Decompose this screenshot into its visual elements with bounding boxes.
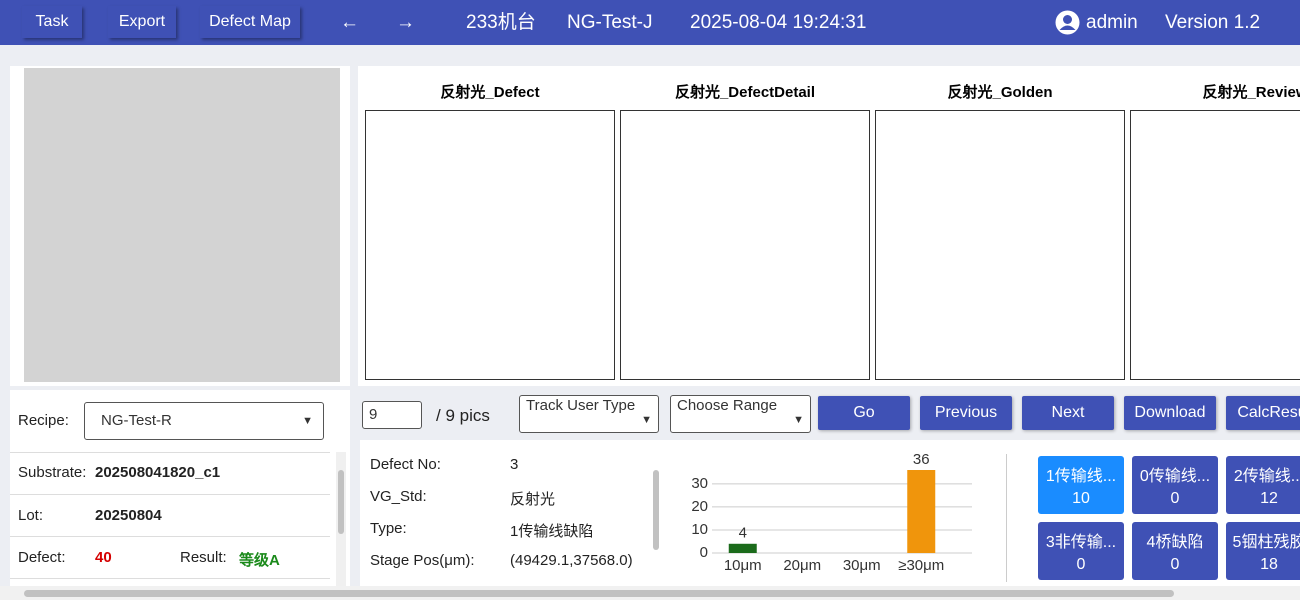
result-label: Result: — [180, 549, 227, 566]
defect-map-button[interactable]: Defect Map — [200, 6, 300, 38]
defect-image — [1130, 110, 1300, 380]
divider — [10, 578, 330, 579]
field-value: 20250804 — [95, 507, 162, 524]
toolbar: Task Export Defect Map ← → 233机台 NG-Test… — [0, 0, 1300, 45]
tile-count: 18 — [1260, 556, 1278, 573]
track-select[interactable]: Track User Type ▼ — [519, 395, 659, 433]
category-tile[interactable]: 1传输线... 10 — [1038, 456, 1124, 514]
info-label: VG_Std: — [370, 488, 427, 505]
page-input[interactable]: 9 — [362, 401, 422, 429]
divider — [10, 536, 330, 537]
panel-title: 反射光_Defect — [440, 84, 540, 101]
version: Version 1.2 — [1165, 12, 1261, 33]
recipe-value: NG-Test-R — [101, 412, 172, 429]
panel-title: 反射光_Golden — [947, 84, 1053, 101]
x-tick-label: 20μm — [783, 557, 821, 574]
scrollbar[interactable] — [336, 452, 346, 586]
category-tile[interactable]: 3非传输... 0 — [1038, 522, 1124, 580]
panel-title: 反射光_DefectDetail — [674, 84, 816, 101]
divider — [10, 494, 330, 495]
range-select[interactable]: Choose Range ▼ — [670, 395, 811, 433]
bar — [728, 543, 757, 553]
tile-name: 4桥缺陷 — [1146, 534, 1204, 551]
control-button[interactable]: Next — [1022, 396, 1114, 430]
range-select-label: Choose Range — [677, 397, 778, 414]
tile-count: 10 — [1072, 490, 1090, 507]
image-panels: 反射光_Defect 反射光_DefectDetail 反射光_Golden 反射光_… — [358, 66, 1300, 386]
defect-image — [620, 110, 870, 380]
tile-name: 5铟柱残胶 — [1232, 534, 1300, 551]
preview-image — [24, 68, 340, 382]
info-value: 反射光 — [510, 491, 556, 508]
tile-name: 1传输线... — [1045, 468, 1117, 485]
control-button[interactable]: CalcResult — [1226, 396, 1300, 430]
tile-count: 0 — [1170, 490, 1180, 507]
tile-count: 0 — [1076, 556, 1086, 573]
control-button[interactable]: Download — [1124, 396, 1216, 430]
x-tick-label: 10μm — [724, 557, 762, 574]
category-tiles: 1传输线... 10 0传输线... 0 2传输线... 12 3非传输... 0 4桥缺陷 0 5… — [1038, 456, 1300, 586]
result-value: 等级A — [239, 552, 280, 569]
field-label: Substrate: — [18, 464, 87, 481]
recipe-select[interactable]: NG-Test-R ▼ — [84, 402, 324, 440]
machine: 233机台 — [466, 12, 536, 33]
size-chart: 0 10 20 30 10μm 4 20μm 30μm ≥30μm 36 — [691, 451, 972, 574]
info-value: 1传输线缺陷 — [510, 523, 594, 540]
tile-count: 0 — [1170, 556, 1180, 573]
info-label: Stage Pos(μm): — [370, 552, 475, 569]
y-tick-label: 20 — [691, 498, 708, 515]
bar — [907, 470, 936, 553]
page-total: / 9 pics — [436, 406, 490, 425]
category-tile[interactable]: 0传输线... 0 — [1132, 456, 1218, 514]
control-button[interactable]: Go — [818, 396, 910, 430]
recipe-label: Recipe: — [18, 412, 69, 429]
panel-title: 反射光_Review — [1202, 84, 1300, 101]
horizontal-scrollbar[interactable] — [0, 586, 1300, 600]
export-button[interactable]: Export — [108, 6, 176, 38]
info-label: Type: — [370, 520, 407, 537]
controls: 9 / 9 pics Track User Type ▼ Choose Range… — [358, 390, 1300, 436]
control-button[interactable]: Previous — [920, 396, 1012, 430]
user-icon — [1055, 10, 1080, 35]
info-value: (49429.1,37568.0) — [510, 552, 633, 569]
divider — [1006, 454, 1007, 582]
recipe-name: NG-Test-J — [567, 12, 653, 33]
defect-image — [875, 110, 1125, 380]
tile-name: 2传输线... — [1233, 468, 1300, 485]
defect-value: 40 — [95, 549, 112, 566]
info-label: Defect No: — [370, 456, 441, 473]
task-button[interactable]: Task — [22, 6, 82, 38]
field-label: Lot: — [18, 507, 44, 524]
value-label: 36 — [913, 451, 930, 468]
preview-panel — [10, 66, 350, 386]
y-tick-label: 10 — [691, 521, 708, 538]
back-arrow[interactable]: ← — [340, 12, 359, 33]
tile-count: 12 — [1260, 490, 1278, 507]
field-value: 202508041820_c1 — [95, 464, 221, 481]
category-tile[interactable]: 4桥缺陷 0 — [1132, 522, 1218, 580]
tile-name: 0传输线... — [1139, 468, 1211, 485]
x-tick-label: 30μm — [843, 557, 881, 574]
y-tick-label: 30 — [691, 475, 708, 492]
datetime: 2025-08-04 19:24:31 — [690, 12, 867, 33]
category-tile[interactable]: 5铟柱残胶 18 — [1226, 522, 1300, 580]
y-tick-label: 0 — [700, 544, 708, 561]
forward-arrow[interactable]: → — [396, 12, 415, 33]
track-select-label: Track User Type — [526, 397, 636, 414]
value-label: 4 — [739, 525, 747, 542]
divider — [10, 452, 330, 453]
tile-name: 3非传输... — [1045, 534, 1117, 551]
info-panel: Recipe: NG-Test-R ▼ Substrate: 2025080418… — [10, 390, 350, 586]
user[interactable]: admin — [1086, 12, 1138, 33]
defect-info: Defect No: 3 VG_Std: 反射光 Type: 1传输线缺陷 Stage Po… — [360, 440, 665, 586]
category-tile[interactable]: 2传输线... 12 — [1226, 456, 1300, 514]
scrollbar[interactable] — [651, 454, 661, 582]
info-value: 3 — [510, 456, 519, 473]
x-tick-label: ≥30μm — [898, 557, 944, 574]
defect-label: Defect: — [18, 549, 66, 566]
defect-image — [365, 110, 615, 380]
